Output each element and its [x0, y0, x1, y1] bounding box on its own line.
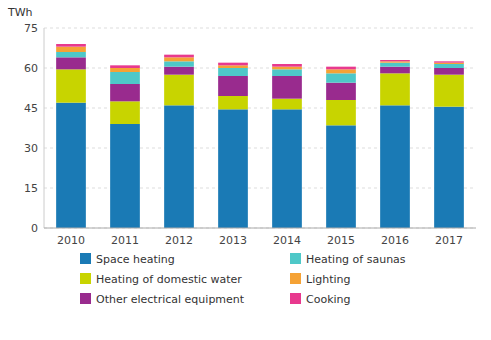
bar-segment — [110, 68, 140, 72]
bar-segment — [164, 105, 194, 228]
bar-segment — [272, 64, 302, 67]
legend-swatch — [290, 253, 301, 264]
grid-line — [44, 228, 476, 229]
legend-swatch — [80, 253, 91, 264]
bar-segment — [164, 57, 194, 61]
grid-line — [44, 148, 476, 149]
bar-segment — [326, 100, 356, 125]
grid-line — [44, 68, 476, 69]
bar-segment — [56, 44, 86, 47]
bar-segment — [326, 69, 356, 73]
legend-swatch — [290, 273, 301, 284]
y-tick-label: 0 — [31, 222, 38, 235]
bar-segment — [434, 75, 464, 107]
x-tick-label: 2016 — [381, 234, 409, 247]
y-axis-label: TWh — [7, 6, 33, 19]
bar-segment — [380, 60, 410, 61]
bar-segment — [434, 63, 464, 64]
bar-segment — [110, 84, 140, 101]
y-tick-label: 30 — [24, 142, 38, 155]
bar-segment — [164, 55, 194, 58]
x-axis-line — [44, 228, 476, 229]
bar-segment — [380, 105, 410, 228]
bar-segment — [272, 69, 302, 76]
legend-label: Heating of saunas — [306, 253, 406, 266]
bar-segment — [434, 61, 464, 62]
bar-segment — [218, 96, 248, 109]
bar-segment — [110, 65, 140, 68]
bar-segment — [326, 67, 356, 70]
bar-segment — [380, 73, 410, 105]
x-tick-label: 2010 — [57, 234, 85, 247]
x-tick-label: 2014 — [273, 234, 301, 247]
legend-label: Space heating — [96, 253, 175, 266]
bar-segment — [218, 65, 248, 68]
bar-segment — [218, 109, 248, 228]
legend-label: Other electrical equipment — [96, 293, 245, 306]
bar-segment — [110, 72, 140, 84]
bar-segment — [272, 67, 302, 70]
bar-segment — [164, 61, 194, 66]
y-tick-label: 60 — [24, 62, 38, 75]
y-tick-label: 15 — [24, 182, 38, 195]
x-tick-label: 2017 — [435, 234, 463, 247]
bar-segment — [56, 57, 86, 69]
bar-segment — [164, 75, 194, 106]
x-tick-label: 2011 — [111, 234, 139, 247]
bar-segment — [434, 64, 464, 68]
x-tick-label: 2012 — [165, 234, 193, 247]
legend-label: Cooking — [306, 293, 351, 306]
bar-segment — [380, 67, 410, 74]
y-axis-line — [44, 28, 45, 228]
bar-segment — [110, 101, 140, 124]
bar-segment — [56, 69, 86, 102]
bar-segment — [56, 52, 86, 57]
bar-segment — [56, 47, 86, 52]
bar-segment — [272, 109, 302, 228]
bar-segment — [218, 68, 248, 76]
bar-segment — [434, 68, 464, 75]
grid-line — [44, 188, 476, 189]
legend-swatch — [80, 273, 91, 284]
bar-segment — [380, 63, 410, 67]
legend-swatch — [80, 293, 91, 304]
bar-segment — [218, 63, 248, 66]
bar-segment — [326, 125, 356, 228]
bar-segment — [272, 99, 302, 110]
y-tick-label: 45 — [24, 102, 38, 115]
bar-segment — [56, 103, 86, 228]
chart: 0 15 30 45 60 75 TWh 2010 2011 2012 2013 2014 2015 20… — [0, 0, 491, 340]
x-tick-label: 2013 — [219, 234, 247, 247]
grid-line — [44, 28, 476, 29]
bar-segment — [164, 67, 194, 75]
bars — [56, 44, 464, 228]
legend-label: Lighting — [306, 273, 350, 286]
legend-swatch — [290, 293, 301, 304]
bar-segment — [218, 76, 248, 96]
bar-segment — [326, 83, 356, 100]
bar-segment — [326, 73, 356, 82]
x-tick-label: 2015 — [327, 234, 355, 247]
y-tick-label: 75 — [24, 22, 38, 35]
grid-line — [44, 108, 476, 109]
bar-segment — [380, 61, 410, 62]
bar-segment — [434, 107, 464, 228]
bar-segment — [110, 124, 140, 228]
legend-label: Heating of domestic water — [96, 273, 242, 286]
bar-segment — [272, 76, 302, 99]
